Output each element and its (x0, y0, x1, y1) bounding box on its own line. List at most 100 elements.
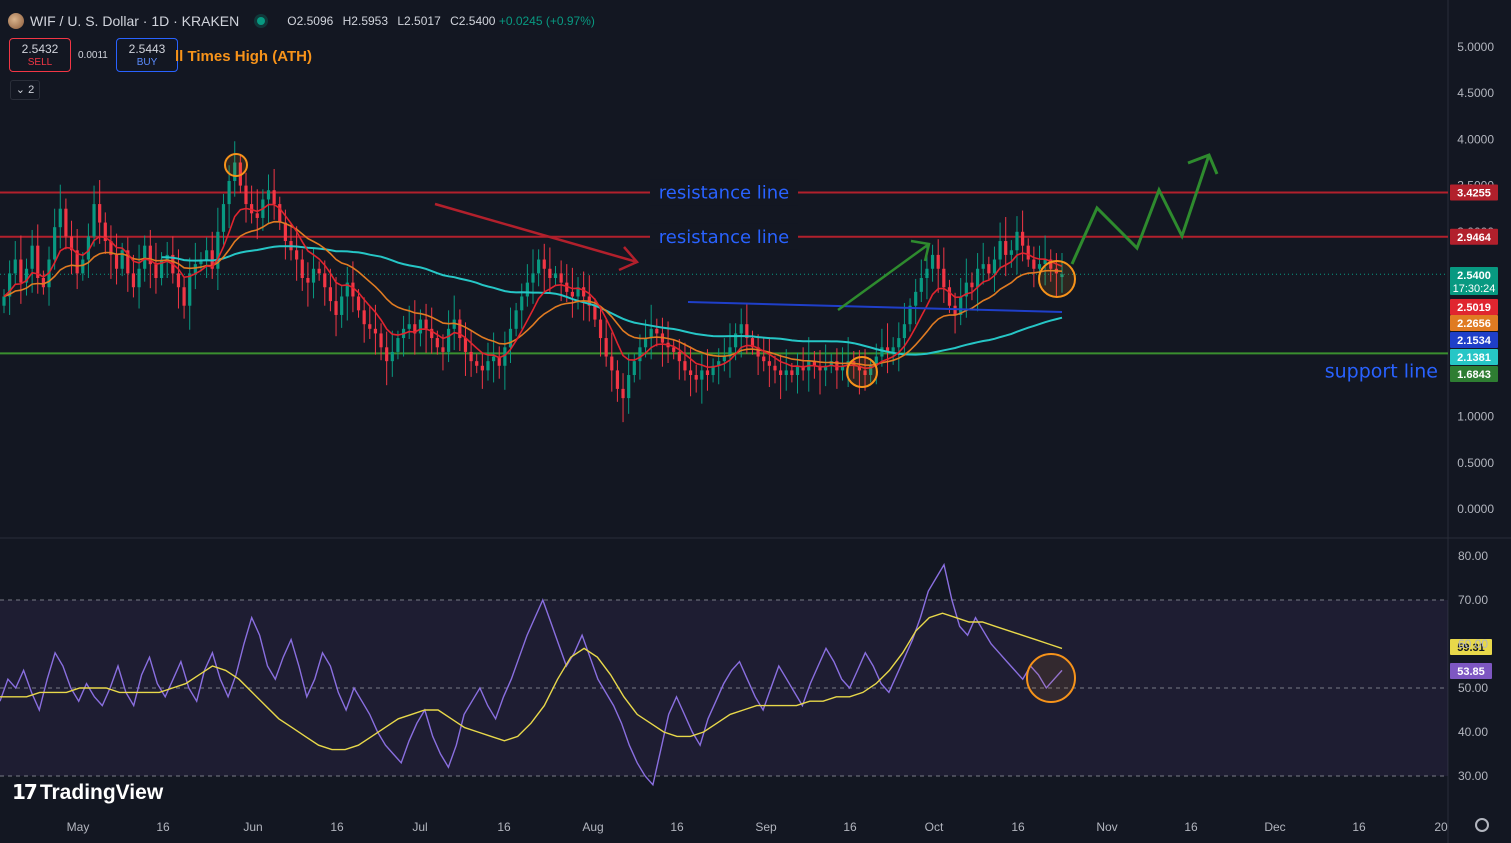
candle-body (283, 222, 287, 242)
candle-body (503, 347, 507, 366)
indicators-collapse-button[interactable]: ⌄ 2 (10, 80, 40, 100)
tradingview-logo[interactable]: 𝟭𝟳 TradingView (12, 780, 163, 805)
candle-body (627, 375, 631, 399)
ma-teal-line (161, 245, 1063, 356)
time-tick-label: Dec (1264, 820, 1285, 834)
candle-body (41, 278, 45, 288)
candle-body (469, 351, 473, 362)
time-axis[interactable]: May 16 Jun 16 Jul 16 Aug 16 Sep 16 Oct 16 Nov 16 Dec 16… (67, 820, 1448, 834)
price-tag: 2.2656 (1450, 315, 1498, 331)
annotations[interactable] (224, 153, 1219, 388)
time-tick-label: 16 (330, 820, 344, 834)
level-tag-bg (1450, 184, 1498, 201)
candle-body (728, 347, 732, 357)
price-tag-text: 1.6843 (1457, 369, 1491, 381)
candle-body (30, 245, 34, 269)
highlight-circle (846, 356, 878, 388)
time-tick-label: 20 (1434, 820, 1448, 834)
candle-body (1037, 264, 1042, 269)
candle-body (64, 208, 68, 237)
candle-body (204, 250, 209, 260)
candle-body (874, 356, 878, 366)
candle-body (334, 301, 338, 315)
candle-body (908, 305, 912, 325)
candle-body (131, 273, 136, 288)
candle-body (604, 338, 608, 357)
rsi-line (0, 562, 1063, 787)
candle-body (8, 273, 12, 297)
candle-body (1049, 259, 1053, 269)
candle-body (109, 241, 113, 255)
candle-body (553, 273, 558, 278)
candle-body (424, 319, 428, 329)
candle-body (739, 324, 743, 334)
price-tick-label: 1.0000 (1457, 410, 1494, 424)
candle-body (418, 319, 423, 334)
candle-body (379, 333, 383, 348)
candle-body (975, 268, 980, 288)
candle-body (542, 259, 546, 269)
candle-body (86, 236, 91, 260)
candle-body (970, 282, 974, 288)
candle-body (829, 361, 833, 366)
sell-button[interactable]: 2.5432 SELL (9, 38, 71, 72)
brand-name: TradingView (39, 780, 164, 804)
candle-body (311, 268, 316, 283)
candle-body (463, 338, 468, 352)
candle-body (672, 347, 676, 352)
rsi-panel: 59.31 53.85 (0, 562, 1492, 787)
candle-body (216, 231, 220, 269)
candle-body (435, 338, 439, 348)
level-tag-bg (1450, 228, 1498, 245)
ohlc-values: O2.5096 H2.5953 L2.5017 C2.5400 +0.0245 … (281, 14, 595, 28)
candle-body (58, 208, 62, 228)
candle-body (188, 273, 192, 306)
downtrend-arrow (434, 202, 640, 272)
price-tick-label: 4.0000 (1457, 132, 1494, 146)
candle-body (891, 347, 895, 352)
candle-body (92, 204, 96, 237)
candle-body (711, 365, 715, 376)
indicator-legend[interactable]: ll Times High (ATH) (175, 48, 312, 65)
candle-body (390, 351, 394, 362)
candle-body (244, 185, 248, 205)
candle-body (677, 351, 681, 362)
price-tag: 2.1381 (1450, 349, 1498, 365)
time-tick-label: Sep (755, 820, 777, 834)
time-tick-label: 16 (156, 820, 170, 834)
candle-body (430, 328, 434, 339)
candle-body (452, 319, 456, 329)
candle-body (947, 287, 952, 306)
candle-body (486, 361, 490, 371)
price-tick-label: 5.0000 (1457, 40, 1494, 54)
candle-body (227, 180, 231, 205)
price-tick-label: 4.5000 (1457, 86, 1494, 100)
price-tag: 1.6843 (1450, 366, 1498, 382)
candle-body (323, 273, 327, 288)
candle-body (396, 338, 400, 352)
candle-body (857, 365, 862, 371)
candle-body (98, 204, 102, 223)
time-tick-label: 16 (1184, 820, 1198, 834)
candle-body (317, 268, 321, 274)
chart-settings-icon[interactable] (1475, 818, 1489, 832)
candle-body (266, 190, 271, 200)
price-axis[interactable]: 5.00004.50004.00003.50003.00002.50002.00… (1450, 40, 1498, 783)
time-tick-label: 16 (670, 820, 684, 834)
price-tag-text: 2.1534 (1457, 335, 1492, 347)
candle-body (345, 282, 349, 297)
candle-body (480, 365, 484, 371)
time-tick-label: Nov (1096, 820, 1117, 834)
symbol-title[interactable]: WIF / U. S. Dollar · 1D · KRAKEN (30, 13, 240, 29)
candle-body (356, 296, 361, 311)
time-tick-label: Jul (412, 820, 427, 834)
candle-body (914, 291, 918, 306)
label-bg (650, 179, 798, 206)
candle-body (385, 347, 389, 362)
buy-button[interactable]: 2.5443 BUY (116, 38, 178, 72)
projection-arrow (1070, 153, 1219, 265)
candle-body (824, 365, 828, 371)
candle-body (582, 287, 586, 297)
candle-body (885, 347, 890, 352)
